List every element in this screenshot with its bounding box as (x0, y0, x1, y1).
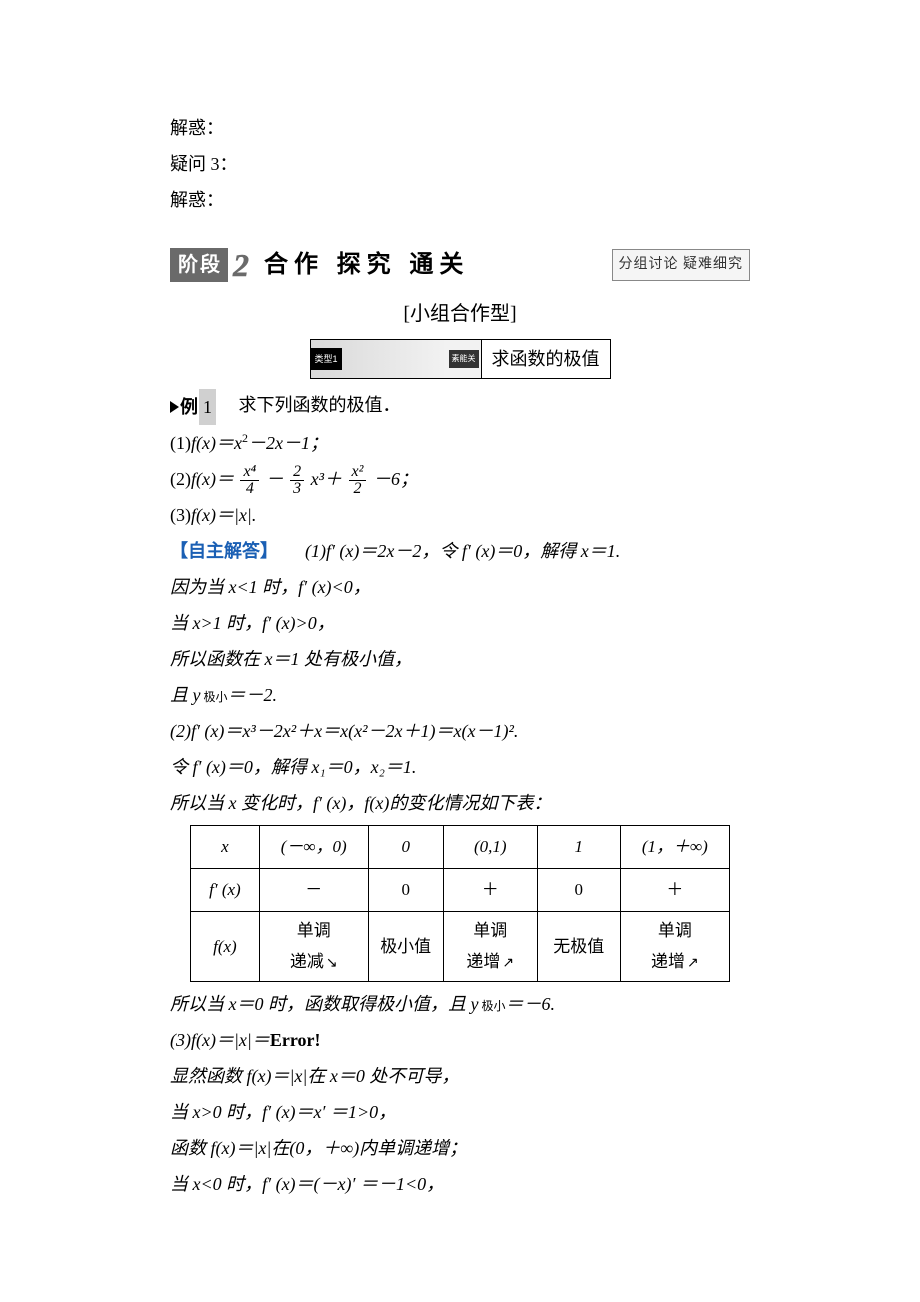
sol1-l3: 当 x>1 时，f′ (x)>0， (170, 605, 750, 641)
r3c5: 单调递增 (620, 912, 729, 982)
example-label: 例 1 (170, 389, 216, 425)
type-strip-title: 求函数的极值 (481, 340, 610, 378)
section-banner: 阶段 2 合作 探究 通关 分组讨论 疑难细究 (170, 248, 750, 282)
aft-l1a: 所以当 x＝0 时，函数取得极小值，且 y (170, 994, 478, 1014)
triangle-icon (170, 401, 179, 413)
r3c5-l2: 递增 (651, 952, 685, 971)
stage-box: 阶段 (170, 248, 228, 282)
p3-body: f(x)＝|x|. (191, 505, 256, 525)
p1-body-b: －2x－1； (248, 433, 328, 453)
stage-label: 阶段 (178, 250, 222, 280)
type-strip: 类型1 素能关 求函数的极值 (170, 338, 750, 379)
answer-line-1: 【自主解答】 (1)f′ (x)＝2x－2，令 f′ (x)＝0，解得 x＝1. (170, 533, 750, 569)
sol3-l1: (3)f(x)＝|x|＝Error! (170, 1022, 750, 1058)
th-c4: 1 (537, 826, 620, 869)
th-c1: (－∞，0) (259, 826, 368, 869)
th-c2: 0 (368, 826, 443, 869)
p2-frac2: 23 (290, 464, 304, 497)
p2-before: f(x)＝ (191, 469, 234, 489)
sol1-l5: 且 y 极小＝－2. (170, 677, 750, 713)
sol1-l2: 因为当 x<1 时，f′ (x)<0， (170, 569, 750, 605)
sol1-l4: 所以函数在 x＝1 处有极小值， (170, 641, 750, 677)
aft-l1b: ＝－6. (506, 994, 556, 1014)
line-jiehuo-1: 解惑： (170, 110, 750, 146)
table-row: f(x) 单调递减 极小值 单调递增 无极值 单调递增 (191, 912, 730, 982)
sol3-l1a: (3)f(x)＝|x|＝ (170, 1030, 270, 1050)
example-line: 例 1 求下列函数的极值． (170, 387, 750, 425)
subheader: [小组合作型] (170, 294, 750, 334)
arrow-up-icon (500, 952, 514, 971)
sol2-l2: 令 f′ (x)＝0，解得 x₁＝0，x₂＝1. (170, 749, 750, 785)
sol2-l3: 所以当 x 变化时，f′ (x)，f(x)的变化情况如下表： (170, 785, 750, 821)
sol3-l4: 函数 f(x)＝|x|在(0，＋∞)内单调递增； (170, 1130, 750, 1166)
banner-title: 合作 探究 通关 (264, 241, 612, 289)
type-strip-left: 类型1 素能关 (311, 340, 481, 378)
p1-prefix: (1) (170, 433, 191, 453)
th-c5: (1，＋∞) (620, 826, 729, 869)
th-c3: (0,1) (443, 826, 537, 869)
type-left-end: 素能关 (449, 350, 479, 368)
sol2-l1: (2)f′ (x)＝x³－2x²＋x＝x(x²－2x＋1)＝x(x－1)². (170, 713, 750, 749)
sol1-l5a: 且 y (170, 685, 201, 705)
sol3-l2: 显然函数 f(x)＝|x|在 x＝0 处不可导， (170, 1058, 750, 1094)
example-text: 例 (180, 389, 198, 425)
r2c3: ＋ (443, 869, 537, 912)
p2-tail: －6； (373, 469, 418, 489)
p2-frac1: x⁴4 (240, 464, 259, 497)
r3c3-l1: 单调 (473, 921, 507, 940)
p1-body-a: f(x)＝x (191, 433, 242, 453)
row3-head: f(x) (191, 912, 260, 982)
r3c3: 单调递增 (443, 912, 537, 982)
p2-frac3-den: 2 (349, 480, 367, 497)
th-x: x (191, 826, 260, 869)
problem-1: (1)f(x)＝x2－2x－1； (170, 425, 750, 461)
sol1-l5b: ＝－2. (228, 685, 278, 705)
p3-prefix: (3) (170, 505, 191, 525)
line-jiehuo-2: 解惑： (170, 182, 750, 218)
sol3-l3: 当 x>0 时，f′ (x)＝x′ ＝1>0， (170, 1094, 750, 1130)
answer-label: 【自主解答】 (170, 541, 278, 561)
p2-frac1-num: x⁴ (240, 464, 259, 480)
p2-frac3: x²2 (349, 464, 367, 497)
line-yiwen-3: 疑问 3： (170, 146, 750, 182)
type-left-black: 类型1 (311, 348, 342, 370)
r3c1-l2: 递减 (290, 952, 324, 971)
sol1-l5sub: 极小 (201, 690, 228, 704)
r3c5-l1: 单调 (658, 921, 692, 940)
r2c1: － (259, 869, 368, 912)
sol3-l5: 当 x<0 时，f′ (x)＝(－x)′ ＝－1<0， (170, 1166, 750, 1202)
problem-3: (3)f(x)＝|x|. (170, 497, 750, 533)
p2-mid2: x³＋ (311, 469, 342, 489)
table-row: f′ (x) － 0 ＋ 0 ＋ (191, 869, 730, 912)
p2-frac2-num: 2 (290, 464, 304, 480)
after-table-line: 所以当 x＝0 时，函数取得极小值，且 y 极小＝－6. (170, 986, 750, 1022)
arrow-up-icon (685, 952, 699, 971)
r2c4: 0 (537, 869, 620, 912)
analysis-table: x (－∞，0) 0 (0,1) 1 (1，＋∞) f′ (x) － 0 ＋ 0… (190, 825, 730, 982)
r3c4: 无极值 (537, 912, 620, 982)
p2-mid1: － (266, 469, 284, 489)
table-row: x (－∞，0) 0 (0,1) 1 (1，＋∞) (191, 826, 730, 869)
row2-head: f′ (x) (191, 869, 260, 912)
example-number: 1 (199, 389, 216, 425)
problem-2: (2)f(x)＝ x⁴4 － 23 x³＋ x²2 －6； (170, 461, 750, 497)
stage-number: 2 (230, 250, 252, 280)
p2-frac3-num: x² (349, 464, 367, 480)
r3c3-l2: 递增 (466, 952, 500, 971)
p2-frac2-den: 3 (290, 480, 304, 497)
r3c1-l1: 单调 (297, 921, 331, 940)
p2-frac1-den: 4 (240, 480, 259, 497)
p2-prefix: (2) (170, 469, 191, 489)
r3c1: 单调递减 (259, 912, 368, 982)
sol1-l1: (1)f′ (x)＝2x－2，令 f′ (x)＝0，解得 x＝1. (305, 541, 620, 561)
banner-right-tag: 分组讨论 疑难细究 (612, 249, 751, 281)
example-prompt: 求下列函数的极值． (221, 395, 401, 415)
arrow-down-icon (324, 952, 338, 971)
r2c2: 0 (368, 869, 443, 912)
r3c2: 极小值 (368, 912, 443, 982)
aft-l1sub: 极小 (478, 999, 505, 1013)
r2c5: ＋ (620, 869, 729, 912)
sol3-l1b: Error! (270, 1030, 321, 1050)
